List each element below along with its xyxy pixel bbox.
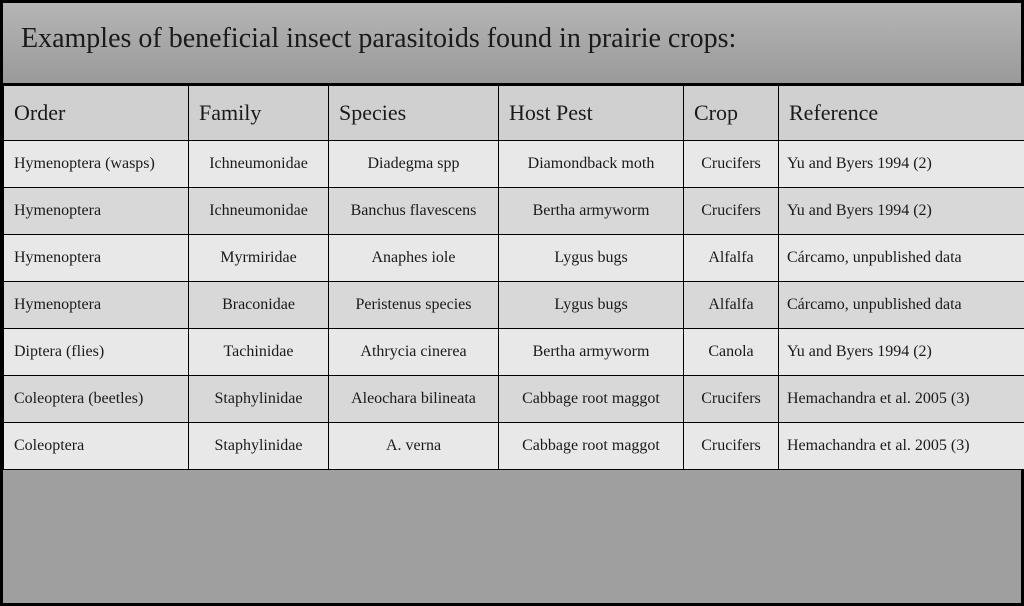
cell-order: Coleoptera (beetles) bbox=[4, 376, 189, 423]
table-body: Hymenoptera (wasps) Ichneumonidae Diadeg… bbox=[4, 141, 1024, 470]
table-row: Coleoptera (beetles) Staphylinidae Aleoc… bbox=[4, 376, 1024, 423]
cell-family: Ichneumonidae bbox=[189, 141, 329, 188]
cell-order: Hymenoptera bbox=[4, 282, 189, 329]
cell-order: Hymenoptera bbox=[4, 235, 189, 282]
col-header-crop: Crop bbox=[684, 86, 779, 141]
cell-crop: Alfalfa bbox=[684, 235, 779, 282]
col-header-species: Species bbox=[329, 86, 499, 141]
cell-reference: Yu and Byers 1994 (2) bbox=[779, 188, 1024, 235]
cell-host: Cabbage root maggot bbox=[499, 376, 684, 423]
cell-family: Staphylinidae bbox=[189, 376, 329, 423]
table-row: Coleoptera Staphylinidae A. verna Cabbag… bbox=[4, 423, 1024, 470]
cell-crop: Canola bbox=[684, 329, 779, 376]
cell-species: Aleochara bilineata bbox=[329, 376, 499, 423]
header-row: Order Family Species Host Pest Crop Refe… bbox=[4, 86, 1024, 141]
cell-order: Coleoptera bbox=[4, 423, 189, 470]
cell-order: Hymenoptera (wasps) bbox=[4, 141, 189, 188]
cell-crop: Alfalfa bbox=[684, 282, 779, 329]
cell-species: Diadegma spp bbox=[329, 141, 499, 188]
cell-species: Anaphes iole bbox=[329, 235, 499, 282]
cell-crop: Crucifers bbox=[684, 423, 779, 470]
cell-reference: Cárcamo, unpublished data bbox=[779, 282, 1024, 329]
col-header-reference: Reference bbox=[779, 86, 1024, 141]
cell-host: Bertha armyworm bbox=[499, 329, 684, 376]
cell-reference: Cárcamo, unpublished data bbox=[779, 235, 1024, 282]
cell-family: Staphylinidae bbox=[189, 423, 329, 470]
table-row: Hymenoptera (wasps) Ichneumonidae Diadeg… bbox=[4, 141, 1024, 188]
cell-species: A. verna bbox=[329, 423, 499, 470]
cell-host: Cabbage root maggot bbox=[499, 423, 684, 470]
cell-host: Lygus bugs bbox=[499, 282, 684, 329]
cell-reference: Hemachandra et al. 2005 (3) bbox=[779, 423, 1024, 470]
cell-species: Peristenus species bbox=[329, 282, 499, 329]
cell-reference: Yu and Byers 1994 (2) bbox=[779, 329, 1024, 376]
cell-family: Braconidae bbox=[189, 282, 329, 329]
table-row: Hymenoptera Myrmiridae Anaphes iole Lygu… bbox=[4, 235, 1024, 282]
cell-crop: Crucifers bbox=[684, 376, 779, 423]
cell-species: Banchus flavescens bbox=[329, 188, 499, 235]
cell-family: Tachinidae bbox=[189, 329, 329, 376]
cell-host: Lygus bugs bbox=[499, 235, 684, 282]
cell-reference: Hemachandra et al. 2005 (3) bbox=[779, 376, 1024, 423]
cell-family: Ichneumonidae bbox=[189, 188, 329, 235]
cell-reference: Yu and Byers 1994 (2) bbox=[779, 141, 1024, 188]
cell-host: Diamondback moth bbox=[499, 141, 684, 188]
cell-family: Myrmiridae bbox=[189, 235, 329, 282]
cell-crop: Crucifers bbox=[684, 188, 779, 235]
table-title: Examples of beneficial insect parasitoid… bbox=[3, 3, 1021, 85]
table-row: Diptera (flies) Tachinidae Athrycia cine… bbox=[4, 329, 1024, 376]
table-row: Hymenoptera Braconidae Peristenus specie… bbox=[4, 282, 1024, 329]
parasitoid-table: Order Family Species Host Pest Crop Refe… bbox=[3, 85, 1024, 470]
col-header-order: Order bbox=[4, 86, 189, 141]
parasitoid-table-container: Examples of beneficial insect parasitoid… bbox=[0, 0, 1024, 606]
cell-order: Diptera (flies) bbox=[4, 329, 189, 376]
cell-species: Athrycia cinerea bbox=[329, 329, 499, 376]
table-row: Hymenoptera Ichneumonidae Banchus flaves… bbox=[4, 188, 1024, 235]
col-header-family: Family bbox=[189, 86, 329, 141]
cell-crop: Crucifers bbox=[684, 141, 779, 188]
col-header-host: Host Pest bbox=[499, 86, 684, 141]
cell-host: Bertha armyworm bbox=[499, 188, 684, 235]
cell-order: Hymenoptera bbox=[4, 188, 189, 235]
